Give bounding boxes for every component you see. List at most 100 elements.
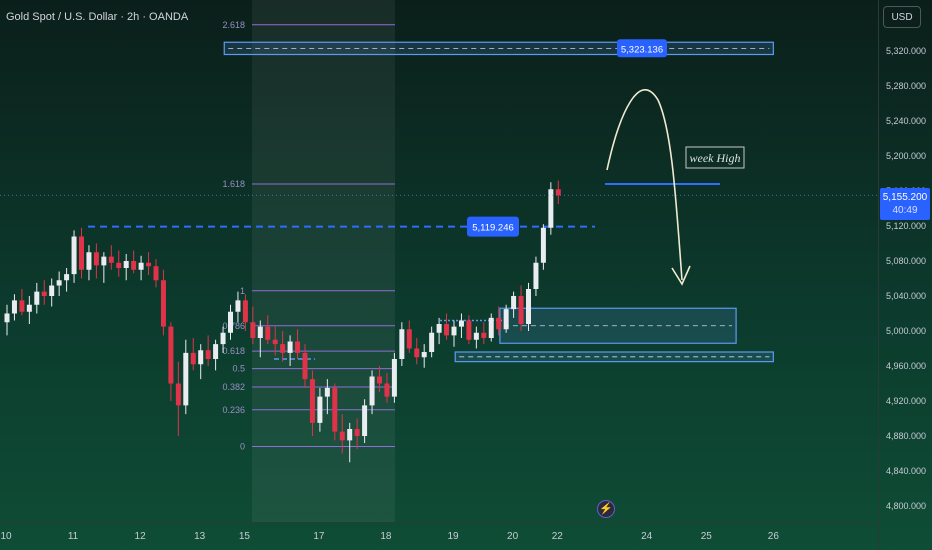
candle [272,326,278,356]
time-axis: 10 11 12 13 15 17 18 19 20 22 24 25 26 [0,531,779,542]
candle [64,268,70,292]
candle [34,282,40,314]
price-tick-label: 5,120.000 [886,221,926,231]
candle [548,182,554,235]
candle [11,294,17,321]
currency-button[interactable]: USD [883,6,921,28]
time-tick-label: 17 [313,531,325,542]
fib-level-label: 0.382 [222,382,245,392]
time-tick-label: 10 [0,531,12,542]
candle [257,320,263,358]
candle [138,255,144,281]
time-tick-label: 15 [239,531,251,542]
candle [384,373,390,403]
candle [324,379,330,415]
candle [414,338,420,365]
price-tick-label: 5,200.000 [886,151,926,161]
candle [86,245,92,281]
candle [153,259,159,288]
fib-level-label: 0.236 [222,405,245,415]
bar-countdown: 40:49 [892,205,918,216]
time-tick-label: 26 [768,531,780,542]
time-tick-label: 19 [447,531,459,542]
candle [242,294,248,331]
candle [436,317,442,345]
candle [123,254,129,281]
candle [429,326,435,358]
candle [198,344,204,380]
candle [302,344,308,388]
candle [362,399,368,443]
candle [280,331,286,362]
fib-level-label: 0.786 [222,321,245,331]
candle [466,315,472,345]
fib-level-label: 1.618 [222,179,245,189]
lightning-icon[interactable]: ⚡ [597,500,615,518]
time-tick-label: 24 [641,531,653,542]
candle [228,304,233,340]
price-axis-divider [878,0,879,550]
candle [391,352,397,403]
candle [26,296,32,324]
candle [168,322,174,401]
price-tick-label: 4,800.000 [886,501,926,511]
candle [354,418,360,450]
candle [511,291,517,318]
candle [458,313,464,338]
candle [220,326,226,353]
week-high-text: week High [690,151,741,165]
candle [444,313,450,340]
current-price: 5,155.200 [882,192,928,203]
price-tick-label: 4,880.000 [886,431,926,441]
candle [496,306,502,336]
candle [49,278,55,307]
candle [481,322,487,345]
time-tick-label: 18 [380,531,392,542]
candle [183,339,189,415]
time-axis-divider [0,522,878,523]
price-tick-label: 5,000.000 [886,326,926,336]
fib-shade [252,0,395,522]
candle [377,366,382,393]
candle [71,230,77,283]
level-label-text: 5,323.136 [621,44,663,55]
candle [56,271,62,296]
candle [488,313,494,342]
candle [190,338,196,371]
candle [265,315,271,345]
candle [347,422,353,463]
candle [131,250,137,274]
level-label-text: 5,119.246 [472,223,514,234]
candle [41,280,47,305]
candle [160,269,166,336]
price-tick-label: 5,040.000 [886,291,926,301]
candle [250,306,256,345]
candle [287,335,293,366]
candle [93,243,99,279]
time-tick-label: 12 [135,531,147,542]
fib-level-label: 0 [240,442,245,452]
candle [518,285,524,331]
price-tick-label: 4,960.000 [886,361,926,371]
fib-level-label: 1 [240,286,245,296]
level-label-5119: 5,119.246 [467,216,519,237]
candle [79,227,84,279]
price-tick-label: 4,840.000 [886,466,926,476]
time-tick-label: 20 [507,531,519,542]
time-tick-label: 22 [552,531,564,542]
candle [369,370,375,415]
current-price-tag: 5,155.200 40:49 [880,188,930,220]
candle [4,304,10,336]
candle [332,383,338,441]
candle [451,320,457,347]
candle [175,361,181,436]
candle [146,252,152,275]
candle [526,282,531,331]
projection-arrowhead [671,265,691,286]
candle [309,370,315,436]
fib-level-label: 2.618 [222,20,245,30]
time-tick-label: 11 [68,531,79,542]
projection-arc [606,89,683,281]
